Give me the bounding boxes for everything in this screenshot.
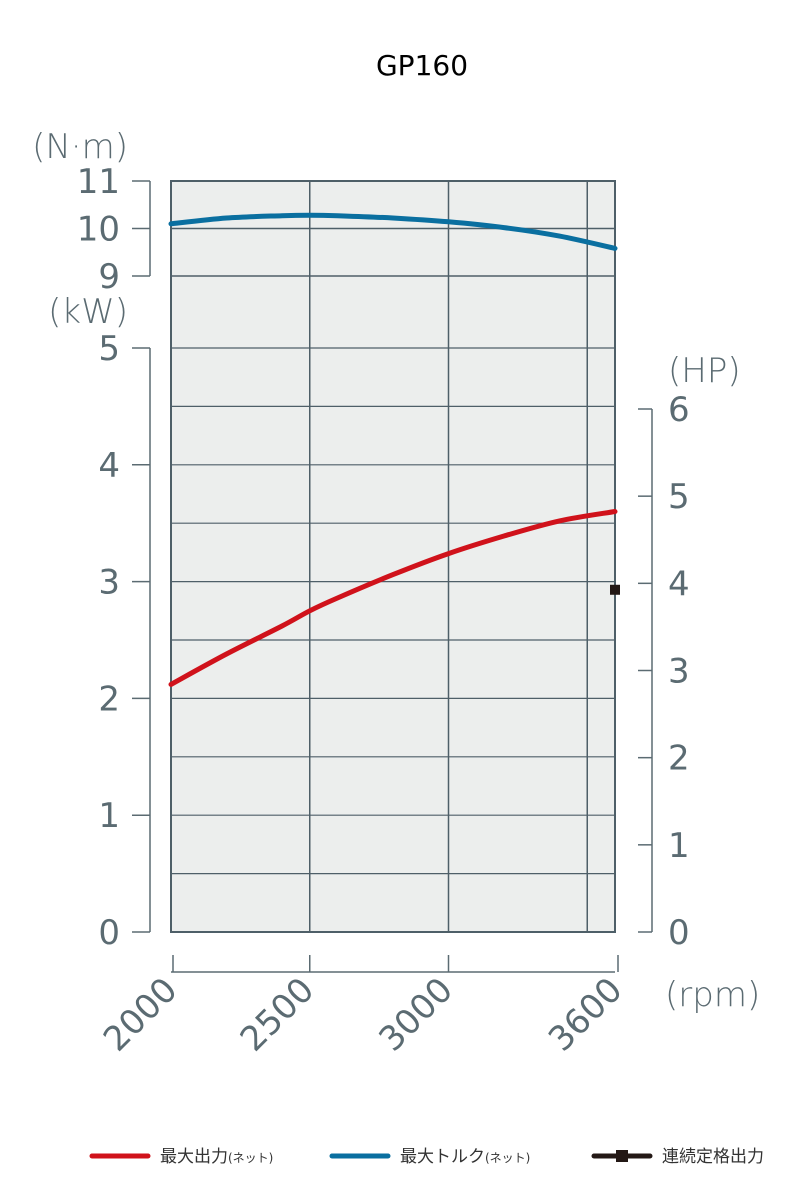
- legend: 最大出力(ネット) 最大トルク(ネット) 連続定格出力: [89, 1147, 764, 1167]
- torque-unit-label: (N·m): [32, 127, 128, 167]
- torque-tick-label-10: 10: [77, 210, 120, 250]
- legend-label-name-0: 最大出力: [160, 1147, 228, 1167]
- x-tick-label-3000: 3000: [371, 970, 460, 1059]
- series-line-0: [168, 212, 618, 251]
- series-marker-2: [610, 584, 620, 595]
- power-unit-label: (kW): [48, 292, 128, 332]
- power-tick-label-0: 0: [98, 913, 120, 953]
- torque-tick-label-11: 11: [77, 162, 120, 202]
- legend-label-2: 連続定格出力: [662, 1147, 764, 1167]
- legend-label-1: 最大トルク(ネット): [400, 1147, 530, 1167]
- chart-title: GP160: [376, 49, 468, 82]
- x-tick-label-2000: 2000: [96, 970, 185, 1059]
- series-layer: [168, 212, 620, 687]
- legend-label-name-2: 連続定格出力: [662, 1147, 764, 1167]
- legend-label-suffix-1: (ネット): [485, 1151, 530, 1165]
- hp-tick-label-4: 4: [668, 564, 690, 604]
- legend-label-0: 最大出力(ネット): [160, 1147, 273, 1167]
- plot-frame: [170, 180, 616, 933]
- power-tick-label-5: 5: [98, 329, 120, 369]
- legend-label-name-1: 最大トルク: [400, 1147, 485, 1167]
- x-unit-label: (rpm): [665, 975, 760, 1015]
- hp-tick-label-3: 3: [668, 652, 690, 692]
- legend-label-suffix-0: (ネット): [228, 1151, 273, 1165]
- power-tick-label-3: 3: [98, 563, 120, 603]
- power-tick-label-2: 2: [98, 679, 120, 719]
- x-tick-label-3600: 3600: [541, 970, 630, 1059]
- hp-tick-label-2: 2: [668, 739, 690, 779]
- power-tick-label-4: 4: [98, 446, 120, 486]
- series-line-1: [168, 509, 618, 687]
- hp-tick-label-1: 1: [668, 826, 690, 866]
- torque-tick-label-9: 9: [98, 257, 120, 297]
- hp-tick-label-0: 0: [668, 913, 690, 953]
- hp-unit-label: (HP): [668, 351, 741, 391]
- legend-marker-2: [616, 1150, 628, 1162]
- hp-tick-label-5: 5: [668, 477, 690, 517]
- hp-tick-label-6: 6: [668, 390, 690, 430]
- x-tick-label-2500: 2500: [233, 970, 322, 1059]
- power-tick-label-1: 1: [98, 796, 120, 836]
- plot-background: [171, 181, 615, 932]
